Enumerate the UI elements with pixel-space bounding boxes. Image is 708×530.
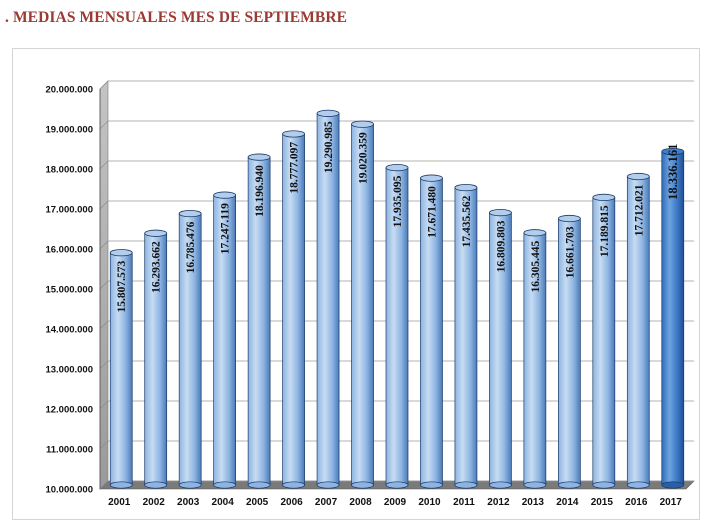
x-tick-label: 2015 xyxy=(591,497,614,508)
bar-top-cap xyxy=(489,209,512,217)
bar-base-cap xyxy=(454,481,478,489)
gridline-wall-segment xyxy=(99,240,109,250)
data-label: 19.020.359 xyxy=(358,132,370,184)
bar-base-cap xyxy=(247,481,271,489)
y-tick-label: 20.000.000 xyxy=(45,85,93,96)
bar-base-cap xyxy=(523,481,547,489)
x-tick-label: 2014 xyxy=(556,497,579,508)
bar-base-cap xyxy=(385,481,409,489)
bar-base-cap xyxy=(420,481,443,489)
bar-base-cap xyxy=(489,481,512,489)
bar-top-cap xyxy=(178,209,202,218)
x-tick-label: 2016 xyxy=(625,497,648,508)
x-tick-label: 2010 xyxy=(418,497,441,508)
gridline-wall-segment xyxy=(99,320,109,330)
data-label: 18.196.940 xyxy=(254,165,266,217)
bar-top-cap xyxy=(557,214,581,223)
data-label: 19.290.985 xyxy=(323,121,335,173)
x-tick-label: 2011 xyxy=(453,497,475,508)
data-label: 16.661.703 xyxy=(564,226,576,278)
data-label: 17.435.562 xyxy=(461,195,473,247)
bar-base-cap xyxy=(316,481,340,489)
bar xyxy=(661,151,685,486)
bar-top-cap xyxy=(282,130,305,138)
gridline-wall-segment xyxy=(99,80,109,90)
y-tick-label: 11.000.000 xyxy=(46,445,93,456)
x-tick-label: 2012 xyxy=(487,497,510,508)
bar-base-cap xyxy=(109,481,133,489)
x-tick-label: 2008 xyxy=(349,497,372,508)
gridline-wall-segment xyxy=(99,360,109,370)
bar-top-cap xyxy=(626,172,650,181)
data-label: 15.807.573 xyxy=(116,260,128,312)
gridline-wall-segment xyxy=(99,400,109,410)
x-tick-label: 2003 xyxy=(177,497,200,508)
data-label: 17.935.095 xyxy=(392,175,404,227)
data-label: 17.189.815 xyxy=(599,205,611,257)
data-label: 16.293.662 xyxy=(151,241,163,293)
y-tick-label: 19.000.000 xyxy=(45,125,93,136)
data-label: 16.785.476 xyxy=(185,221,197,273)
page-title: . MEDIAS MENSUALES MES DE SEPTIEMBRE xyxy=(5,9,348,26)
y-tick-label: 15.000.000 xyxy=(45,285,93,296)
bar-top-cap xyxy=(213,191,237,199)
data-label: 16.809.803 xyxy=(495,220,507,272)
bar-base-cap xyxy=(626,481,650,489)
y-tick-label: 17.000.000 xyxy=(45,205,93,216)
x-tick-label: 2013 xyxy=(522,497,545,508)
bar-base-cap xyxy=(558,481,581,489)
bar-top-cap xyxy=(385,163,409,172)
bar-top-cap xyxy=(351,120,374,128)
data-label: 17.247.119 xyxy=(220,203,232,254)
x-tick-label: 2002 xyxy=(143,497,166,508)
bar-chart: 10.000.000 11.000.000 12.000.000 13.000.000… xyxy=(45,80,695,508)
data-label: 17.671.480 xyxy=(426,186,438,238)
data-label: 16.305.445 xyxy=(530,241,542,293)
bar-base-cap xyxy=(661,481,685,489)
bar-top-cap xyxy=(454,183,478,192)
y-tick-label: 14.000.000 xyxy=(45,325,93,336)
bar-top-cap xyxy=(420,174,443,182)
bar-top-cap xyxy=(109,249,133,257)
x-tick-label: 2006 xyxy=(280,497,303,508)
gridline-wall-segment xyxy=(99,200,109,210)
gridline-wall-segment xyxy=(99,480,109,490)
y-tick-label: 13.000.000 xyxy=(45,365,93,376)
gridline-wall-segment xyxy=(99,280,109,290)
chart-frame: 10.000.000 11.000.000 12.000.000 13.000.000… xyxy=(12,48,700,520)
gridline-wall-segment xyxy=(99,440,109,450)
data-label: 18.336.161 xyxy=(666,144,680,200)
y-tick-label: 18.000.000 xyxy=(45,165,93,176)
bar-top-cap xyxy=(661,147,685,156)
x-tick-label: 2017 xyxy=(660,497,683,508)
x-tick-label: 2005 xyxy=(246,497,269,508)
y-tick-label: 16.000.000 xyxy=(45,245,93,256)
bar-top-cap xyxy=(316,109,340,117)
bar-base-cap xyxy=(213,481,236,489)
x-tick-label: 2004 xyxy=(212,497,235,508)
data-label: 18.777.097 xyxy=(289,142,301,194)
bar-base-cap xyxy=(144,481,168,489)
x-tick-label: 2007 xyxy=(315,497,338,508)
gridline-wall-segment xyxy=(99,120,109,130)
x-tick-label: 2001 xyxy=(108,497,131,508)
x-tick-label: 2009 xyxy=(384,497,407,508)
bar-top-cap xyxy=(247,153,271,161)
y-tick-label: 10.000.000 xyxy=(45,485,93,496)
bar-base-cap xyxy=(178,481,202,489)
bar-base-cap xyxy=(351,481,374,489)
gridline-wall-segment xyxy=(99,160,109,170)
bar-base-cap xyxy=(592,481,616,489)
data-label: 17.712.021 xyxy=(633,184,645,236)
bar-base-cap xyxy=(282,481,305,489)
bar-top-cap xyxy=(592,193,616,202)
bar-top-cap xyxy=(144,229,168,237)
y-tick-label: 12.000.000 xyxy=(45,405,93,416)
bar-top-cap xyxy=(523,229,547,237)
